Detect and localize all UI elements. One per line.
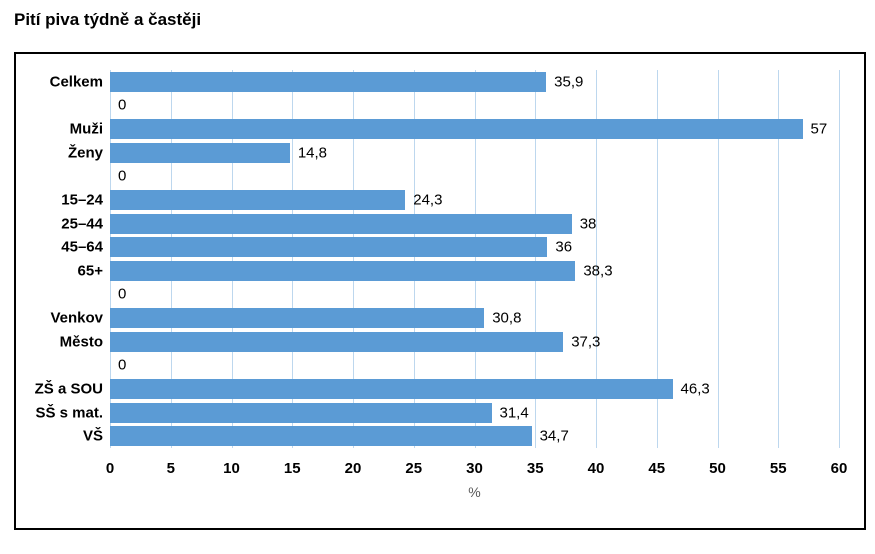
gridline-35	[535, 70, 537, 448]
value-label: 38,3	[583, 262, 613, 280]
gridline-20	[353, 70, 354, 448]
gridline-15	[292, 70, 294, 448]
value-label: 37,3	[571, 333, 601, 351]
value-label: 0	[118, 285, 127, 303]
x-tick-5: 5	[166, 460, 175, 477]
chart-title: Pití piva týdně a častěji	[14, 10, 202, 29]
x-axis-ticks: 0 5 10 15 20 25 30 35 40 45 50 55 60	[106, 456, 848, 478]
x-tick-40: 40	[587, 460, 605, 477]
category-label: VŠ	[82, 427, 103, 445]
plot-area: 35,9 0 57 14,8 0 24,3 38 36 38,3 0 30,8 37,3 0 46,3 31…	[110, 70, 840, 448]
category-label: Muži	[69, 120, 103, 138]
bar-15–24	[110, 189, 406, 210]
bar-Venkov	[110, 308, 485, 329]
category-label: 65+	[77, 262, 103, 280]
x-tick-45: 45	[648, 460, 666, 477]
bar-VŠ	[110, 426, 532, 447]
x-tick-15: 15	[283, 460, 301, 477]
value-label: 0	[118, 356, 127, 374]
bar-25–44	[110, 213, 572, 234]
category-label: Celkem	[49, 73, 103, 91]
category-label: Ženy	[67, 144, 103, 162]
category-axis: Celkem Muži Ženy 15–24 25–44 45–64 65+ Venkov Mě…	[16, 70, 103, 448]
x-tick-10: 10	[223, 460, 240, 477]
bar-ZŠ a SOU	[110, 378, 673, 399]
x-axis-label: %	[468, 484, 481, 500]
value-label: 36	[555, 238, 573, 256]
bar-45–64	[110, 237, 548, 258]
x-tick-50: 50	[709, 460, 726, 477]
gridline-0	[110, 70, 111, 448]
gridline-30	[474, 70, 476, 448]
value-label: 31,4	[499, 404, 529, 422]
value-label: 0	[118, 96, 127, 114]
bar-Ženy	[110, 142, 290, 163]
value-label: 0	[118, 167, 127, 185]
category-label: Město	[59, 333, 103, 351]
value-label: 24,3	[413, 191, 443, 209]
category-label: Venkov	[50, 309, 103, 327]
bar-Muži	[110, 119, 803, 140]
gridline-50	[717, 70, 719, 448]
gridline-5	[170, 70, 172, 448]
bar-65+	[110, 260, 576, 281]
bar-Celkem	[110, 71, 547, 92]
value-label: 46,3	[680, 380, 710, 398]
x-tick-20: 20	[344, 460, 362, 477]
gridline-10	[231, 70, 233, 448]
gridline-40	[596, 70, 597, 448]
value-label: 30,8	[492, 309, 522, 327]
category-label: 15–24	[61, 191, 103, 209]
category-label: 45–64	[61, 238, 103, 256]
gridline-60	[839, 70, 840, 448]
x-tick-35: 35	[526, 460, 544, 477]
value-label: 38	[579, 215, 597, 233]
x-tick-60: 60	[830, 460, 848, 477]
bar-SŠ s mat.	[110, 402, 492, 423]
gridline-45	[656, 70, 658, 448]
x-tick-30: 30	[466, 460, 483, 477]
gridline-25	[413, 70, 415, 448]
bar-Město	[110, 331, 564, 352]
x-tick-25: 25	[405, 460, 423, 477]
chart-area: Celkem Muži Ženy 15–24 25–44 45–64 65+ Venkov Mě…	[14, 52, 866, 530]
category-label: 25–44	[61, 215, 103, 233]
value-label: 57	[810, 120, 828, 138]
value-label: 34,7	[539, 427, 569, 445]
category-label: ZŠ a SOU	[34, 380, 103, 398]
category-label: SŠ s mat.	[35, 404, 103, 422]
x-tick-55: 55	[769, 460, 787, 477]
gridline-55	[778, 70, 780, 448]
value-label: 35,9	[554, 73, 584, 91]
x-tick-0: 0	[105, 460, 115, 477]
value-label: 14,8	[297, 144, 328, 162]
